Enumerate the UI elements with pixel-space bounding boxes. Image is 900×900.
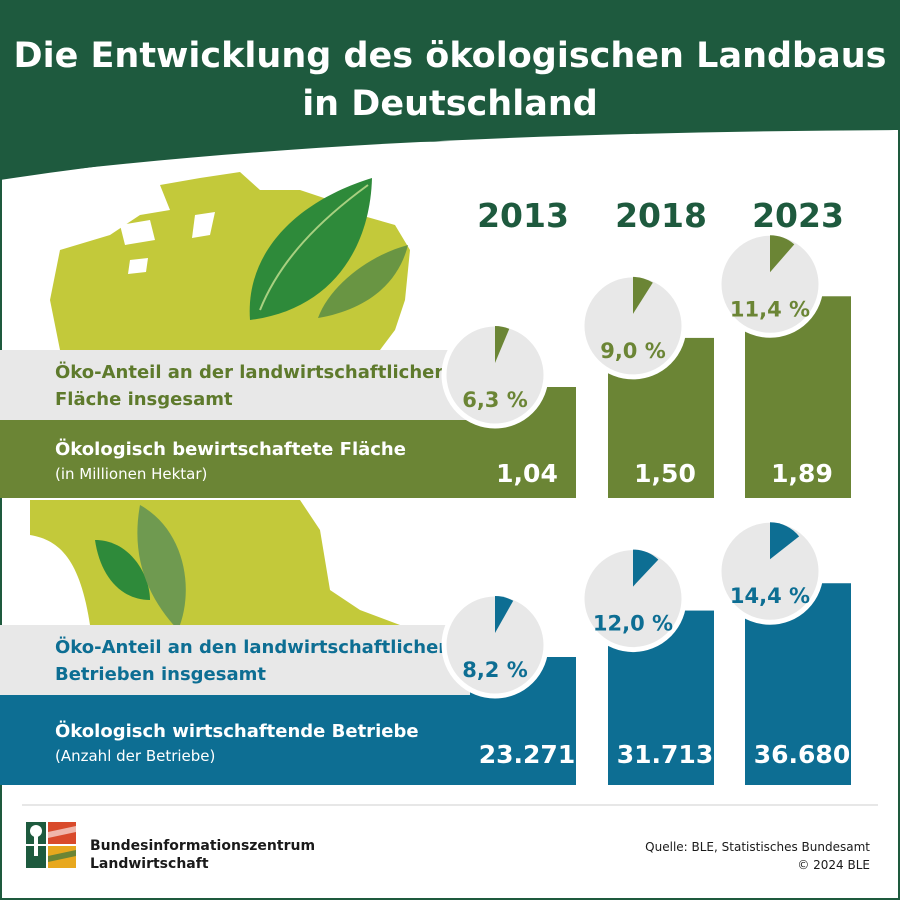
pie-bg-0-2013: [441, 321, 549, 429]
pie-slice-0-2023: [770, 235, 795, 273]
page-title: Die Entwicklung des ökologischen Landbau…: [0, 32, 900, 128]
pie-bg-1-2023: [716, 517, 824, 625]
leaf-icon-large: [249, 178, 408, 320]
source-note: Quelle: BLE, Statistisches Bundesamt © 2…: [645, 838, 870, 874]
publisher-name-line-1: Bundesinformationszentrum: [90, 838, 316, 854]
share-label-area-line-2: Fläche insgesamt: [55, 389, 233, 410]
source-line-2: © 2024 BLE: [797, 858, 870, 872]
frame-bottom: [0, 898, 900, 900]
map-cutout-2: [192, 212, 215, 238]
logo-icon: [26, 822, 76, 868]
pie-bg-0-2018: [579, 272, 687, 380]
header-band: [0, 0, 900, 130]
share-label-area: Öko-Anteil an der landwirtschaftlichen F…: [55, 359, 447, 413]
share-label-0-2018: 9,0 %: [600, 339, 666, 363]
frame-left: [0, 130, 2, 900]
value-label-1-2018: 31.713: [617, 740, 713, 769]
map-cutout-1: [120, 220, 155, 245]
value-band-area: [0, 420, 470, 498]
map-cutout-3: [128, 258, 148, 274]
share-label-0-2023: 11,4 %: [730, 297, 810, 321]
pie-bg-1-2018: [579, 545, 687, 653]
source-line-1: Quelle: BLE, Statistisches Bundesamt: [645, 840, 870, 854]
share-label-farms-line-1: Öko-Anteil an den landwirtschaftlichen: [55, 637, 452, 658]
header-swoosh-fill: [0, 130, 450, 180]
year-label-2023: 2023: [752, 196, 844, 235]
share-label-area-line-1: Öko-Anteil an der landwirtschaftlichen: [55, 362, 448, 383]
bar-sublabel-farms: (Anzahl der Betriebe): [55, 747, 216, 765]
year-label-2013: 2013: [477, 196, 569, 235]
share-band-area: [0, 350, 470, 420]
publisher-name: Bundesinformationszentrum Landwirtschaft: [90, 837, 315, 873]
germany-map-bottom: [30, 500, 400, 625]
value-label-0-2018: 1,50: [634, 459, 696, 488]
publisher-name-line-2: Landwirtschaft: [90, 856, 209, 872]
value-band-farms: [0, 695, 470, 785]
pie-slice-1-2023: [770, 522, 800, 560]
value-label-0-2023: 1,89: [771, 459, 833, 488]
pie-bg-0-2023: [716, 230, 824, 338]
pie-slice-1-2018: [633, 549, 659, 587]
pie-slice-0-2018: [633, 276, 653, 314]
share-label-farms-line-2: Betrieben insgesamt: [55, 664, 266, 685]
pie-bg-1-2013: [441, 591, 549, 699]
frame-right: [898, 130, 900, 900]
year-label-2018: 2018: [615, 196, 707, 235]
value-label-1-2013: 23.271: [479, 740, 575, 769]
pie-slice-1-2013: [495, 596, 514, 633]
share-band-farms: [0, 625, 470, 695]
bar-sublabel-area: (in Millionen Hektar): [55, 465, 208, 483]
pie-slice-0-2013: [495, 326, 510, 363]
leaf-icon-small: [95, 505, 186, 630]
share-label-1-2023: 14,4 %: [730, 584, 810, 608]
bar-label-area: Ökologisch bewirtschaftete Fläche: [55, 439, 406, 460]
value-label-1-2023: 36.680: [754, 740, 850, 769]
share-label-1-2013: 8,2 %: [462, 658, 528, 682]
share-label-farms: Öko-Anteil an den landwirtschaftlichen B…: [55, 634, 451, 688]
value-label-0-2013: 1,04: [496, 459, 558, 488]
title-line-1: Die Entwicklung des ökologischen Landbau…: [13, 36, 887, 76]
share-label-0-2013: 6,3 %: [462, 388, 528, 412]
bar-label-farms: Ökologisch wirtschaftende Betriebe: [55, 721, 419, 742]
header-swoosh-green: [0, 130, 900, 178]
share-label-1-2018: 12,0 %: [593, 612, 673, 636]
title-line-2: in Deutschland: [302, 84, 598, 124]
map-lower-white: [30, 535, 90, 625]
